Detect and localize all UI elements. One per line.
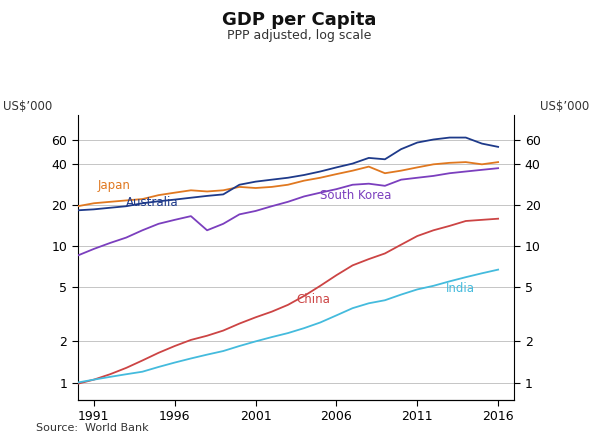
Text: US$’000: US$’000 — [540, 100, 589, 113]
Text: Japan: Japan — [97, 179, 130, 192]
Text: GDP per Capita: GDP per Capita — [222, 11, 376, 29]
Text: Source:  World Bank: Source: World Bank — [36, 423, 148, 433]
Text: India: India — [446, 282, 475, 295]
Text: South Korea: South Korea — [321, 189, 392, 202]
Text: US$’000: US$’000 — [3, 100, 52, 113]
Text: PPP adjusted, log scale: PPP adjusted, log scale — [227, 29, 371, 42]
Text: China: China — [296, 293, 330, 306]
Text: Australia: Australia — [126, 196, 179, 209]
